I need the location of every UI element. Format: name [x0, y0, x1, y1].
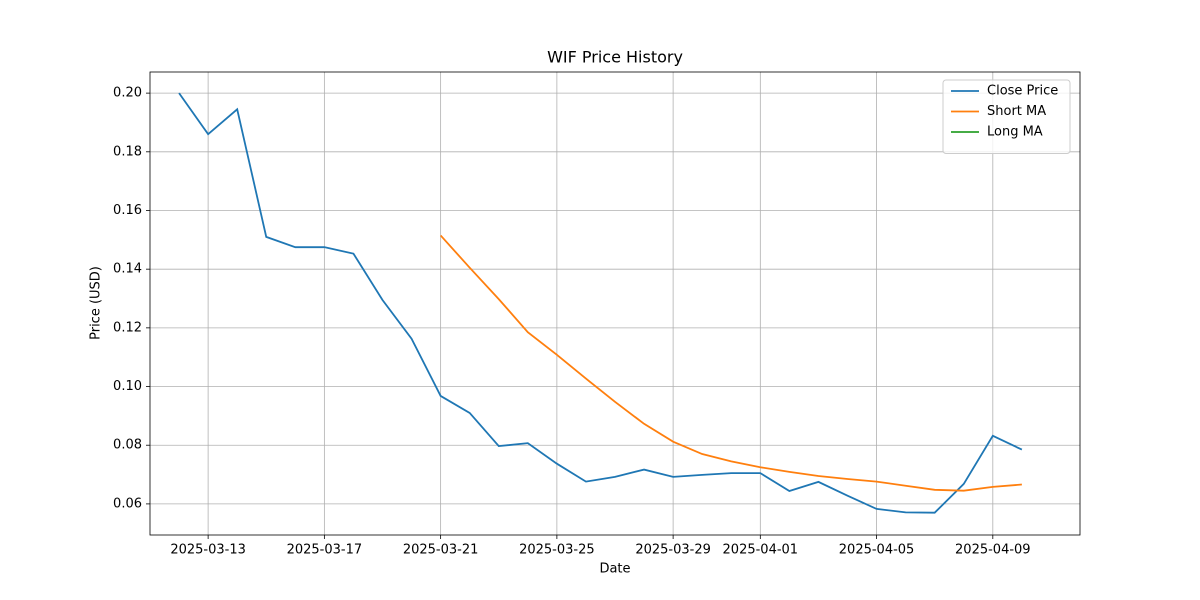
chart-title: WIF Price History [547, 48, 683, 67]
x-tick-label: 2025-03-25 [519, 543, 595, 558]
series-line [178, 92, 1023, 514]
legend-box [942, 79, 1071, 154]
x-tick-label: 2025-03-17 [287, 543, 363, 558]
y-tick-label: 0.20 [113, 86, 142, 101]
y-tick-label: 0.18 [113, 144, 142, 159]
y-tick-label: 0.08 [113, 438, 142, 453]
x-axis-label: Date [599, 562, 630, 577]
legend-label: Close Price [987, 84, 1058, 99]
legend-label: Long MA [987, 125, 1043, 140]
y-tick-label: 0.12 [113, 320, 142, 335]
x-tick-label: 2025-03-29 [635, 543, 711, 558]
x-tick-label: 2025-03-21 [403, 543, 479, 558]
legend: Close Price Short MA Long MA [942, 79, 1071, 154]
plot-frame [149, 71, 1081, 536]
legend-label: Short MA [987, 104, 1046, 119]
x-tick-label: 2025-04-05 [839, 543, 915, 558]
series-line [439, 234, 1022, 492]
x-tick-label: 2025-04-01 [723, 543, 799, 558]
y-tick-label: 0.16 [113, 203, 142, 218]
y-tick-label: 0.06 [113, 496, 142, 511]
y-tick-label: 0.14 [113, 262, 142, 277]
x-tick-label: 2025-03-13 [170, 543, 246, 558]
y-tick-label: 0.10 [113, 379, 142, 394]
y-axis-label: Price (USD) [89, 266, 104, 340]
x-tick-label: 2025-04-09 [955, 543, 1031, 558]
